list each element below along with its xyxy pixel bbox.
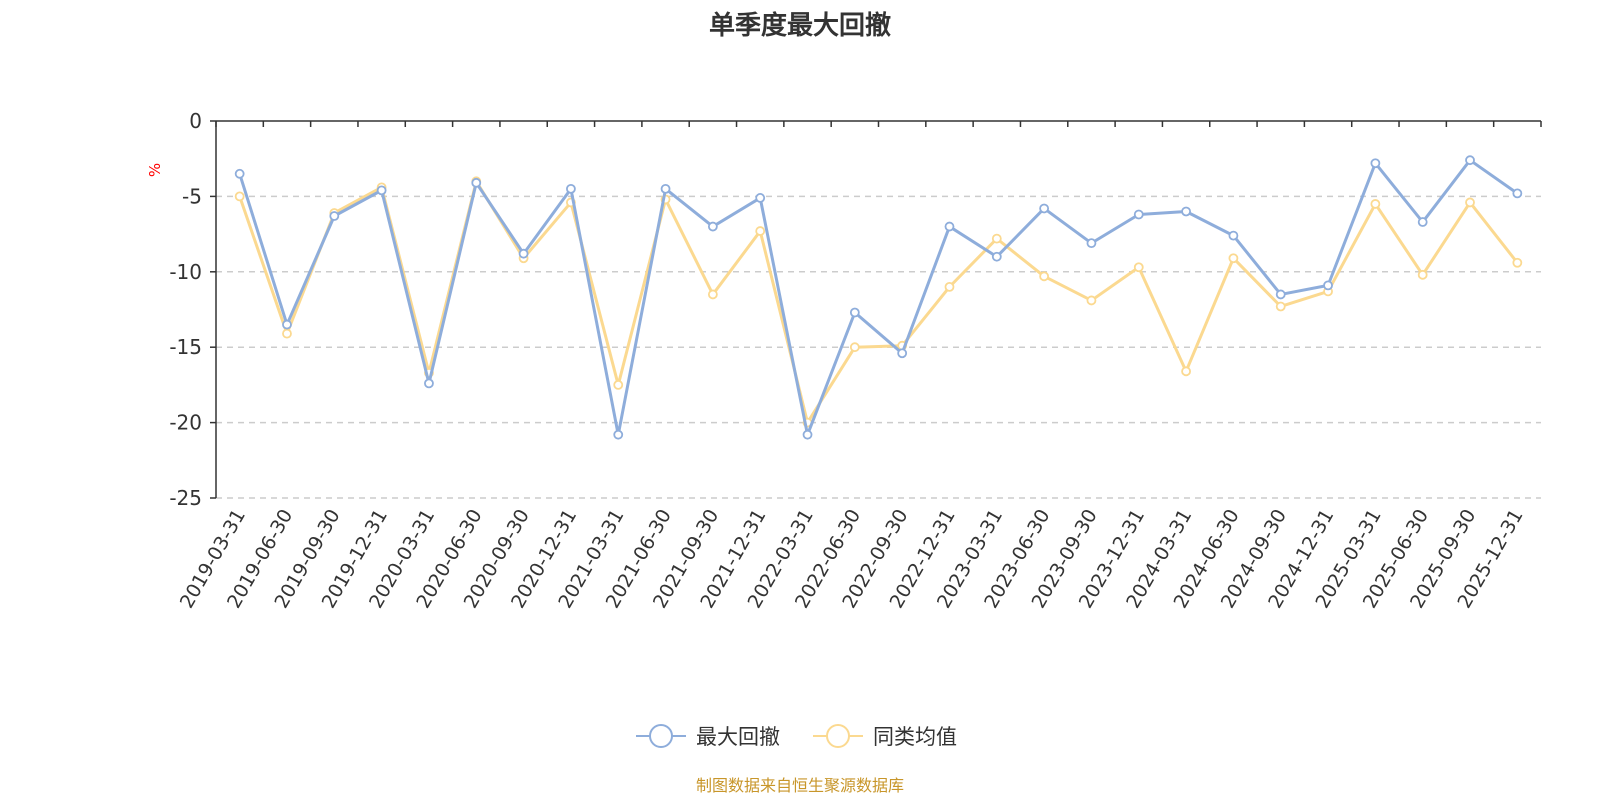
legend-marker-icon [649,724,673,748]
data-point [613,379,624,390]
data-point [707,289,718,300]
data-point [234,191,245,202]
data-point [471,177,482,188]
data-point [1275,301,1286,312]
data-point [1417,269,1428,280]
legend-label: 最大回撤 [696,725,780,749]
data-point [1181,366,1191,377]
y-tick-label: -25 [169,486,202,510]
data-point [1512,188,1523,199]
data-point [755,226,766,236]
data-point [1512,257,1523,268]
y-tick-label: 0 [189,109,202,133]
y-tick-label: -15 [169,335,202,359]
data-point [1181,206,1191,217]
legend-marker-icon [826,724,850,748]
data-point [755,193,766,203]
data-point [329,211,340,221]
data-point [566,183,576,194]
data-point [802,429,813,440]
data-point [1228,253,1239,264]
legend-item-0[interactable]: 最大回撤 [636,724,780,749]
y-tick-label: -10 [169,260,202,284]
data-point [849,342,860,353]
data-point [991,251,1002,262]
data-point [1323,280,1333,291]
data-point [1417,217,1428,227]
legend-item-1[interactable]: 同类均值 [813,724,957,749]
data-point [944,221,955,232]
series-line [238,158,1519,437]
data-point [1465,155,1475,166]
series-1 [234,176,1523,428]
data-point [282,319,292,330]
data-point [1465,197,1475,208]
chart-title: 单季度最大回撤 [709,10,891,41]
data-point [376,185,387,196]
data-point [518,248,529,259]
y-axis-ticks: 0 -5 -10 -15 -20 -25 [169,109,202,510]
data-point [944,281,955,292]
data-point [1086,295,1097,306]
data-point [849,307,860,318]
data-point [707,221,718,232]
series-0 [234,155,1523,440]
data-point [1039,271,1050,282]
data-point [424,378,434,389]
data-point [1039,203,1050,214]
data-point [1086,238,1097,249]
data-point [1370,199,1381,209]
data-point [991,233,1002,244]
data-point [660,183,671,194]
y-tick-label: -5 [182,184,202,208]
data-point [1133,262,1144,273]
y-tick-label: -20 [169,411,202,435]
legend-label: 同类均值 [873,725,957,749]
x-axis-ticks: 2019-03-312019-06-302019-09-302019-12-31… [176,506,1528,613]
data-point [234,168,245,179]
data-point [282,328,292,339]
data-point [1228,230,1239,241]
axes [210,120,1542,499]
y-axis-unit: % [146,163,164,177]
series-layer [234,155,1523,440]
data-point [1370,158,1381,169]
data-point [1275,289,1286,300]
data-point [613,429,624,440]
data-point [897,348,908,359]
legend[interactable]: 最大回撤 同类均值 [636,724,957,749]
data-point [1133,209,1144,220]
source-note: 制图数据来自恒生聚源数据库 [696,776,904,795]
